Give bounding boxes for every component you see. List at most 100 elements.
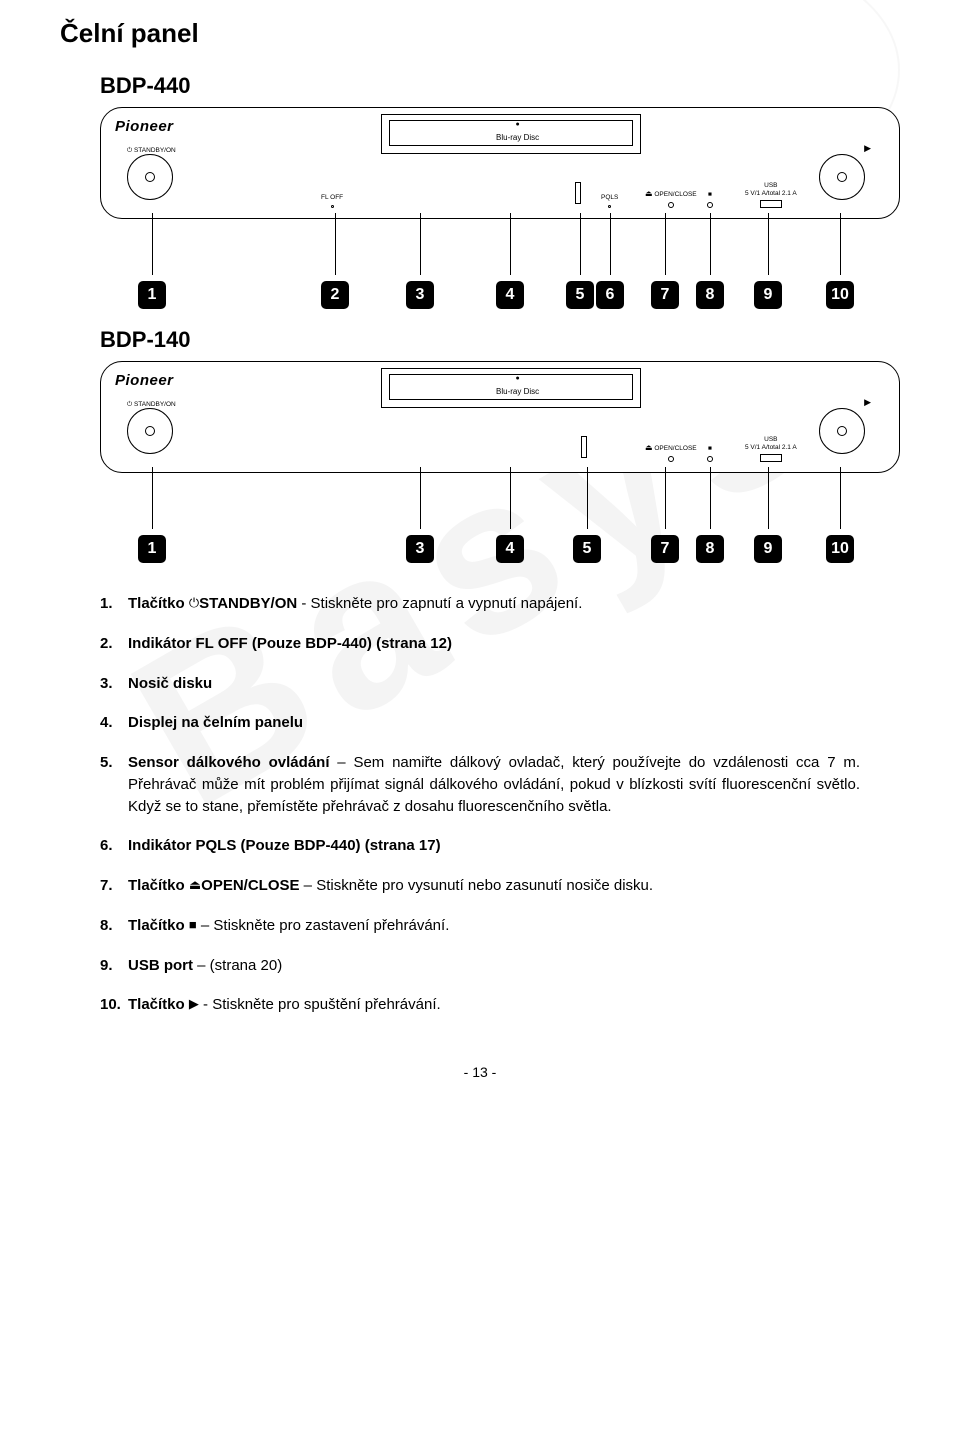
- callout-line: [420, 213, 421, 275]
- list-item-text: Sensor dálkového ovládání – Sem namiřte …: [128, 752, 860, 817]
- list-item: 2.Indikátor FL OFF (Pouze BDP-440) (stra…: [100, 633, 860, 655]
- callout-badge: 10: [826, 535, 854, 563]
- usb-label-2: 5 V/1 A/total 2.1 A: [745, 190, 797, 197]
- bluray-icon: ●: [510, 372, 526, 388]
- brand-logo: Pioneer: [115, 118, 174, 135]
- list-item-number: 9.: [100, 955, 128, 977]
- callout-badge: 8: [696, 535, 724, 563]
- play-button-area[interactable]: ▶: [819, 154, 865, 200]
- callout-line: [510, 213, 511, 275]
- page-title: Čelní panel: [60, 18, 900, 49]
- callout-badge: 4: [496, 535, 524, 563]
- inline-icon: ▶: [189, 996, 199, 1011]
- model-label-440: BDP-440: [100, 73, 900, 99]
- standby-button-area[interactable]: ⏻ STANDBY/ON: [127, 147, 176, 201]
- callout-line: [152, 467, 153, 529]
- list-item-text: Indikátor PQLS (Pouze BDP-440) (strana 1…: [128, 835, 860, 857]
- device-440: Pioneer ● Blu-ray Disc ⏻ STANDBY/ON FL O…: [100, 107, 900, 219]
- callout-badge: 9: [754, 535, 782, 563]
- list-item: 10.Tlačítko ▶ - Stiskněte pro spuštění p…: [100, 994, 860, 1016]
- list-item-number: 6.: [100, 835, 128, 857]
- open-close-button[interactable]: ⏏ OPEN/CLOSE: [645, 190, 697, 209]
- remote-sensor: [581, 434, 587, 458]
- list-item-text: USB port – (strana 20): [128, 955, 860, 977]
- description-list: 1.Tlačítko ⏻STANDBY/ON - Stiskněte pro z…: [100, 593, 860, 1016]
- list-item-text: Tlačítko ▶ - Stiskněte pro spuštění přeh…: [128, 994, 860, 1016]
- standby-button[interactable]: [127, 154, 173, 200]
- callout-badge: 2: [321, 281, 349, 309]
- bluray-icon: ●: [510, 118, 526, 134]
- callout-badge: 5: [573, 535, 601, 563]
- inline-icon: ■: [189, 917, 197, 932]
- callouts-140: 134578910: [100, 473, 900, 563]
- usb-label-1: USB: [764, 436, 777, 443]
- open-close-button[interactable]: ⏏ OPEN/CLOSE: [645, 444, 697, 463]
- play-icon: ▶: [864, 398, 871, 407]
- brand-logo: Pioneer: [115, 372, 174, 389]
- callout-line: [587, 467, 588, 529]
- open-close-label: OPEN/CLOSE: [654, 445, 696, 452]
- callout-line: [152, 213, 153, 275]
- usb-label-1: USB: [764, 182, 777, 189]
- list-item: 4.Displej na čelním panelu: [100, 712, 860, 734]
- usb-port[interactable]: USB 5 V/1 A/total 2.1 A: [745, 436, 797, 462]
- callout-line: [665, 213, 666, 275]
- callout-badge: 6: [596, 281, 624, 309]
- eject-icon: ⏏: [645, 189, 653, 198]
- eject-icon: ⏏: [645, 443, 653, 452]
- list-item-number: 7.: [100, 875, 128, 897]
- stop-icon: ■: [708, 445, 712, 452]
- list-item: 1.Tlačítko ⏻STANDBY/ON - Stiskněte pro z…: [100, 593, 860, 615]
- inline-icon: ⏻: [189, 595, 199, 610]
- callout-badge: 8: [696, 281, 724, 309]
- callout-badge: 1: [138, 281, 166, 309]
- bluray-text: Blu-ray Disc: [496, 133, 539, 142]
- list-item-number: 4.: [100, 712, 128, 734]
- page-number: - 13 -: [60, 1064, 900, 1080]
- power-icon: ⏻: [127, 147, 132, 154]
- list-item: 5.Sensor dálkového ovládání – Sem namiřt…: [100, 752, 860, 817]
- list-item-number: 2.: [100, 633, 128, 655]
- callout-badge: 10: [826, 281, 854, 309]
- play-button[interactable]: [819, 154, 865, 200]
- stop-button[interactable]: ■: [707, 191, 713, 209]
- pqls-indicator: PQLS: [601, 194, 618, 209]
- standby-label: STANDBY/ON: [134, 147, 176, 154]
- fl-off-label: FL OFF: [321, 194, 343, 201]
- usb-label-2: 5 V/1 A/total 2.1 A: [745, 444, 797, 451]
- list-item-number: 1.: [100, 593, 128, 615]
- callout-line: [580, 213, 581, 275]
- stop-icon: ■: [708, 191, 712, 198]
- play-button[interactable]: [819, 408, 865, 454]
- inline-icon: ⏏: [189, 877, 201, 892]
- power-icon: ⏻: [127, 401, 132, 408]
- callout-badge: 3: [406, 535, 434, 563]
- callout-line: [710, 467, 711, 529]
- list-item: 3.Nosič disku: [100, 673, 860, 695]
- list-item-text: Indikátor FL OFF (Pouze BDP-440) (strana…: [128, 633, 860, 655]
- standby-button-area[interactable]: ⏻ STANDBY/ON: [127, 401, 176, 455]
- stop-button[interactable]: ■: [707, 445, 713, 463]
- play-icon: ▶: [864, 144, 871, 153]
- callout-badge: 9: [754, 281, 782, 309]
- callout-line: [420, 467, 421, 529]
- list-item-number: 5.: [100, 752, 128, 817]
- list-item: 8.Tlačítko ■ – Stiskněte pro zastavení p…: [100, 915, 860, 937]
- list-item: 9.USB port – (strana 20): [100, 955, 860, 977]
- callout-line: [335, 213, 336, 275]
- standby-button[interactable]: [127, 408, 173, 454]
- fl-off-indicator: FL OFF: [321, 194, 343, 209]
- list-item-number: 10.: [100, 994, 128, 1016]
- play-button-area[interactable]: ▶: [819, 408, 865, 454]
- list-item-number: 3.: [100, 673, 128, 695]
- usb-port[interactable]: USB 5 V/1 A/total 2.1 A: [745, 182, 797, 208]
- callout-line: [768, 467, 769, 529]
- callout-badge: 7: [651, 281, 679, 309]
- list-item-text: Displej na čelním panelu: [128, 712, 860, 734]
- standby-label: STANDBY/ON: [134, 401, 176, 408]
- callout-line: [840, 467, 841, 529]
- list-item-text: Tlačítko ⏻STANDBY/ON - Stiskněte pro zap…: [128, 593, 860, 615]
- model-label-140: BDP-140: [100, 327, 900, 353]
- bluray-logo: ● Blu-ray Disc: [496, 372, 539, 396]
- list-item-number: 8.: [100, 915, 128, 937]
